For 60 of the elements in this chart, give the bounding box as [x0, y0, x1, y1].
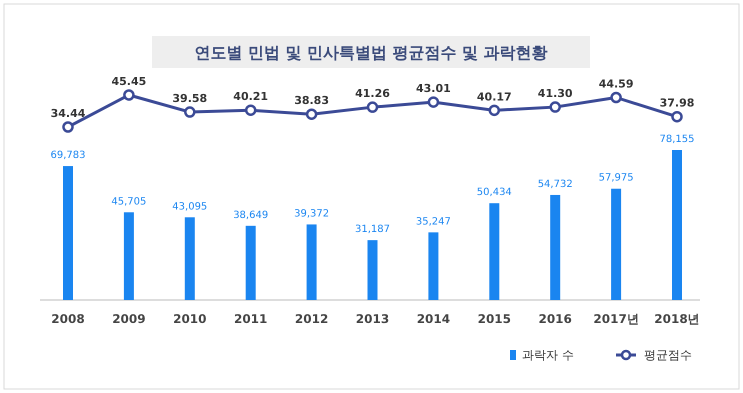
- x-tick-label: 2009: [112, 312, 146, 326]
- data-label: 37.98: [660, 96, 694, 110]
- point: [671, 110, 683, 122]
- point: [610, 92, 622, 104]
- point: [62, 121, 74, 133]
- data-label: 38,649: [233, 210, 268, 221]
- data-label: 35,247: [416, 216, 451, 228]
- data-label: 39.58: [172, 92, 208, 106]
- point: [428, 96, 440, 108]
- data-label: 45,705: [111, 196, 146, 208]
- data-label: 54,732: [538, 178, 573, 190]
- x-tick-label: 2013: [356, 312, 390, 326]
- point: [366, 101, 378, 113]
- data-label: 40.21: [233, 90, 268, 104]
- x-tick-label: 2017년: [593, 312, 639, 326]
- data-label: 41.26: [355, 87, 390, 100]
- data-label: 78,155: [660, 134, 694, 145]
- data-label: 41.30: [538, 87, 573, 100]
- bar: [246, 226, 256, 300]
- data-label: 34.44: [50, 107, 86, 120]
- data-label: 40.17: [476, 90, 512, 104]
- point: [549, 101, 561, 113]
- data-label: 57,975: [598, 172, 634, 184]
- bar: [672, 150, 682, 300]
- point: [306, 108, 318, 120]
- legend-label: 과락자 수: [522, 348, 574, 362]
- x-tick-label: 2012: [294, 312, 328, 326]
- point: [123, 89, 135, 101]
- data-label: 38.83: [294, 94, 329, 108]
- data-label: 39,372: [294, 208, 330, 220]
- x-tick-label: 2015: [478, 312, 512, 326]
- bar: [124, 212, 134, 300]
- chart-title: 연도별 민법 및 민사특별법 평균점수 및 과락현황: [194, 43, 548, 62]
- data-label: 31,187: [355, 224, 390, 236]
- point: [244, 104, 256, 116]
- bar: [550, 194, 560, 300]
- legend-label: 평균점수: [644, 348, 692, 362]
- bar: [63, 166, 73, 300]
- data-label: 44.59: [598, 78, 634, 90]
- point: [488, 104, 500, 116]
- data-label: 43,095: [172, 201, 208, 212]
- bar: [306, 224, 317, 300]
- bar: [428, 232, 438, 300]
- data-label: 69,783: [50, 150, 86, 162]
- data-label: 43.01: [416, 82, 451, 96]
- x-tick-label: 2014: [416, 312, 450, 326]
- data-label: 50,434: [476, 187, 512, 198]
- bar: [611, 188, 622, 300]
- bar: [368, 240, 378, 300]
- data-label: 45.45: [112, 75, 146, 88]
- x-tick-label: 2016: [538, 312, 572, 326]
- x-tick-label: 2010: [173, 312, 207, 326]
- bar: [184, 217, 195, 300]
- legend: 평균점수: [616, 348, 692, 362]
- x-tick-label: 2011: [234, 312, 268, 326]
- point: [184, 106, 196, 118]
- bar: [489, 203, 500, 300]
- legend: 과락자 수: [510, 348, 574, 362]
- x-tick-label: 2008: [51, 312, 85, 326]
- x-tick-label: 2018년: [654, 312, 700, 326]
